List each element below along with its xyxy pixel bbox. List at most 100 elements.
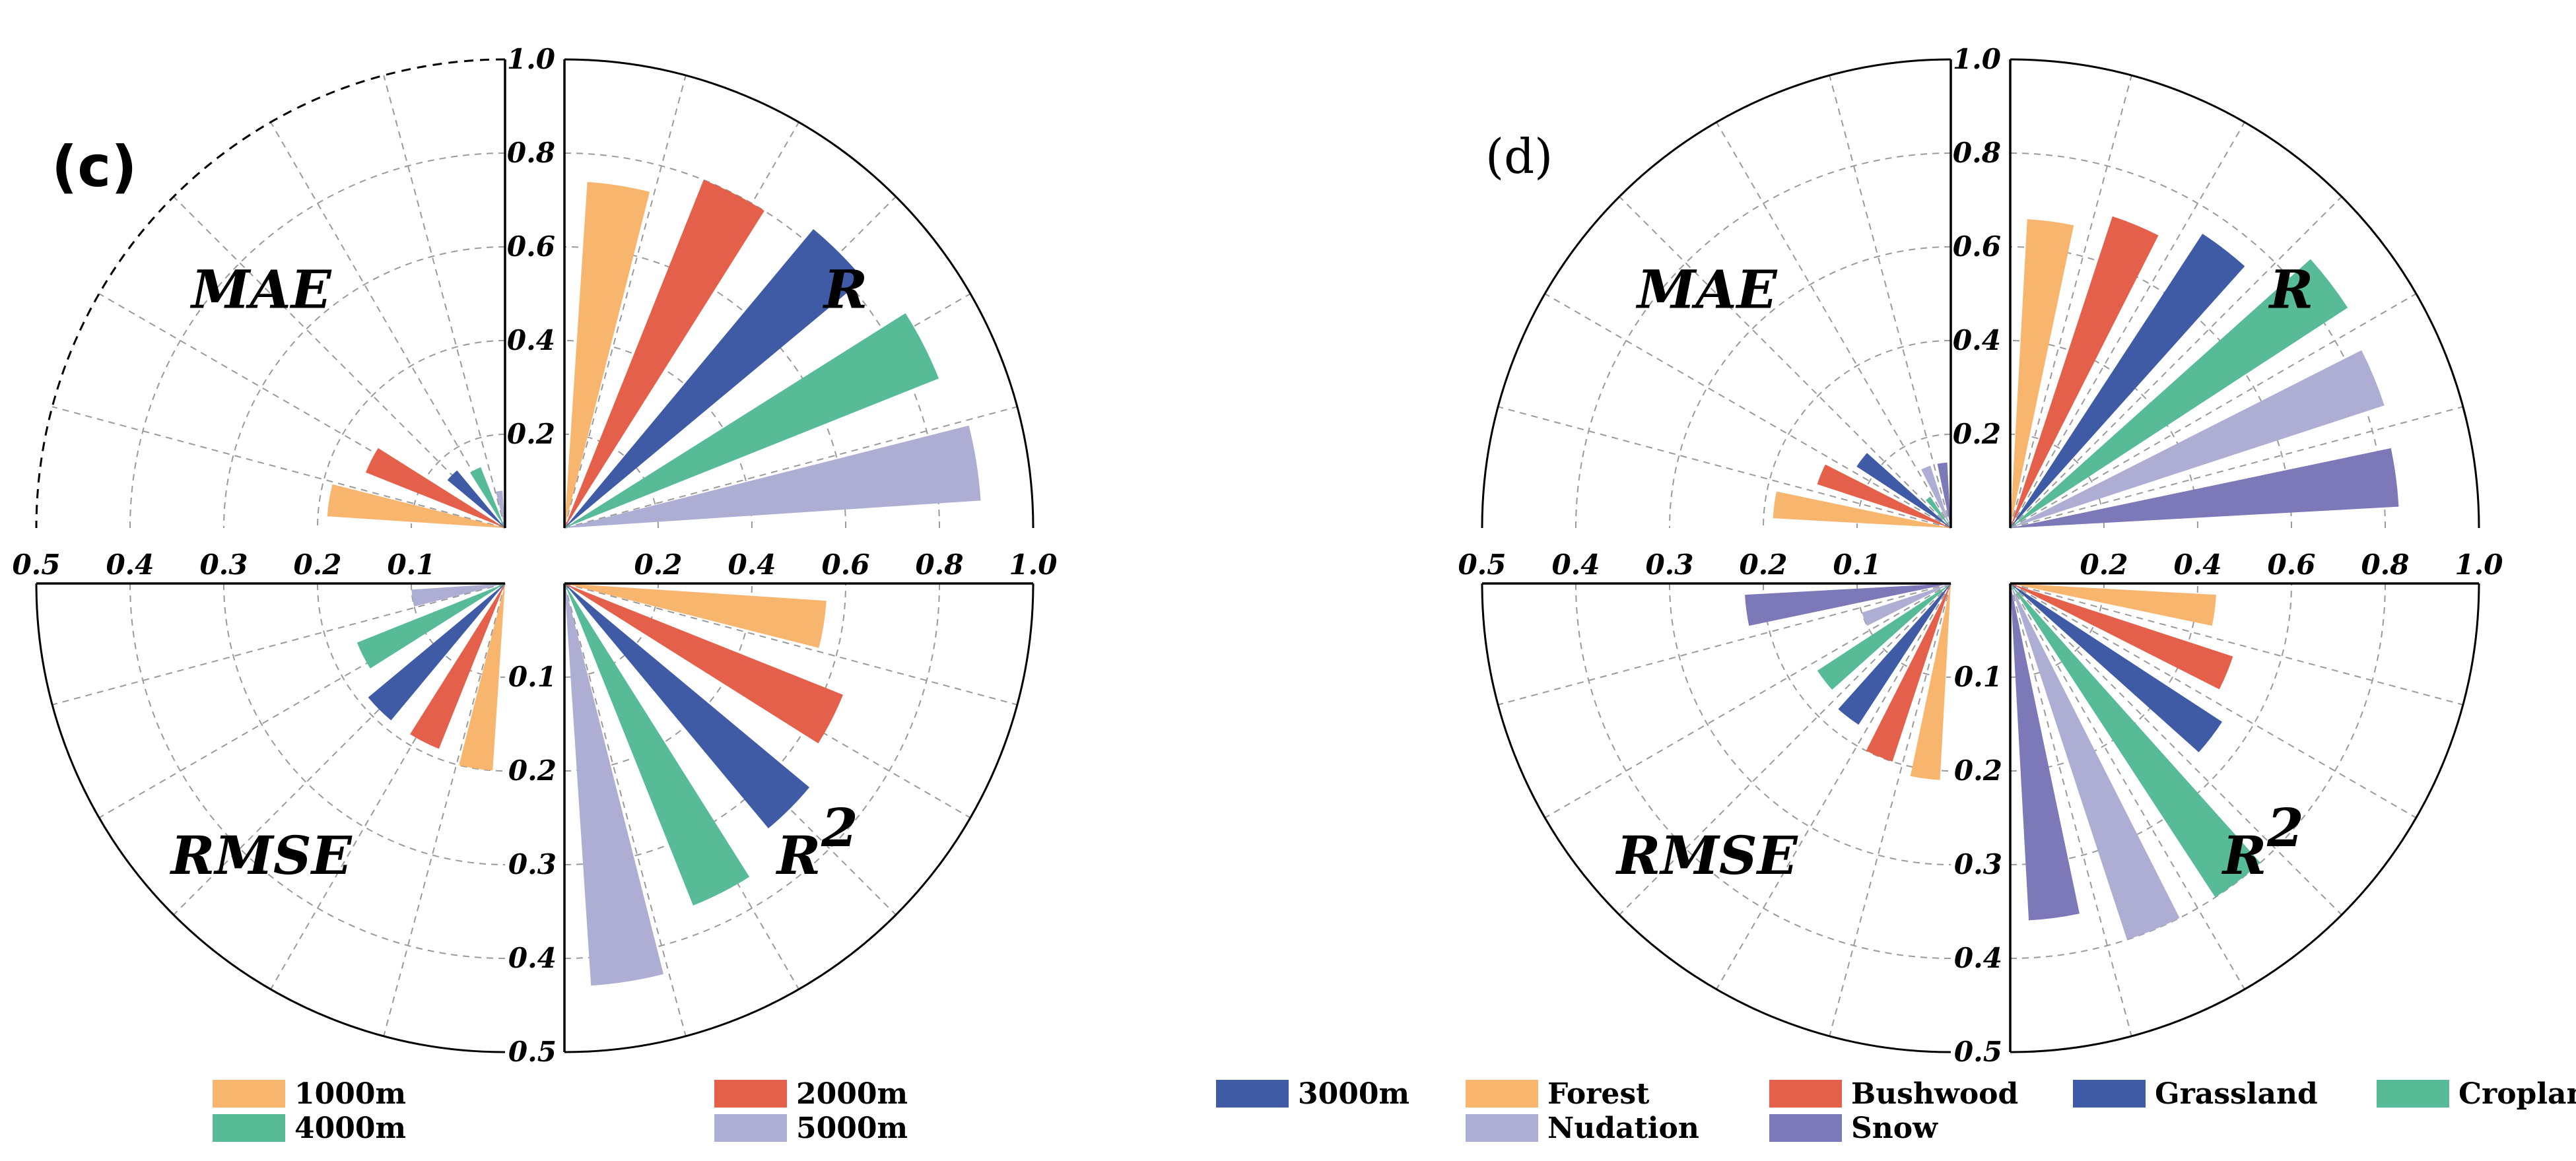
tick-mae-horizontal: 0.1: [387, 548, 435, 581]
panel-d-polar-chart: 0.2 0.4 0.6 0.8 1.0 0.2 0.4 0.6 0.8 1.0 0.1 0.2 0.3 0…: [1458, 43, 2576, 1145]
bar-r-2000m: [564, 180, 764, 528]
tick-r-vertical: 0.6: [1953, 230, 2001, 263]
panel-label: (c): [51, 134, 137, 200]
bar-mae-snow: [1937, 462, 1951, 528]
bar-r-4000m: [564, 313, 939, 528]
bar-r2-4000m: [564, 583, 750, 906]
grid-arc: [2010, 434, 2105, 529]
bar-mae-3000m: [447, 470, 505, 528]
outer-arc: [1481, 583, 1951, 1053]
grid-spoke: [1619, 196, 1951, 529]
legend-swatch-5000m: [714, 1114, 787, 1142]
tick-mae-horizontal: 0.5: [12, 548, 60, 581]
legend-swatch-cropland: [2377, 1080, 2449, 1108]
bars: [1745, 216, 2399, 940]
bar-rmse-cropland: [1817, 583, 1951, 690]
bar-r-3000m: [564, 229, 864, 528]
outer-arc: [35, 58, 506, 529]
bar-r-forest: [2010, 219, 2074, 528]
tick-r2-vertical: 0.1: [1954, 661, 2002, 693]
grid-arc: [1856, 434, 1951, 529]
outer-arc: [2010, 58, 2480, 529]
bar-mae-1000m: [327, 484, 505, 528]
bar-r2-5000m: [564, 583, 663, 986]
axes: [36, 59, 1033, 1052]
tick-r-horizontal: 0.8: [915, 548, 963, 581]
bar-rmse-1000m: [459, 583, 505, 771]
legend-swatch-forest: [1466, 1080, 1538, 1108]
tick-r-horizontal: 0.4: [2173, 548, 2221, 581]
tick-r-horizontal: 0.2: [634, 548, 682, 581]
tick-mae-horizontal: 0.1: [1833, 548, 1881, 581]
metric-label-r2-superscript: 2: [2266, 797, 2304, 859]
bar-mae-bushwood: [1817, 464, 1951, 528]
polar-grid: [35, 58, 1034, 1053]
legend-label-2000m: 2000m: [796, 1077, 908, 1111]
legend-label-cropland: Cropland: [2458, 1077, 2576, 1111]
bar-r-snow: [2010, 448, 2399, 528]
tick-r-horizontal: 0.6: [2267, 548, 2315, 581]
grid-arc: [129, 152, 506, 529]
bar-r2-bushwood: [2010, 583, 2233, 690]
legend-swatch-1000m: [213, 1080, 285, 1108]
bar-mae-forest: [1773, 491, 1951, 528]
bar-rmse-nudation: [1862, 583, 1951, 626]
grid-spoke: [1716, 121, 1951, 529]
bar-mae-4000m: [470, 467, 505, 528]
bar-r2-2000m: [564, 583, 843, 744]
tick-r-horizontal: 1.0: [1009, 548, 1057, 581]
bar-rmse-2000m: [410, 583, 505, 749]
grid-arc: [2010, 340, 2198, 529]
tick-r-vertical: 0.8: [1953, 137, 2001, 169]
tick-r-vertical: 0.2: [507, 418, 555, 450]
tick-r-horizontal: 0.6: [821, 548, 869, 581]
outer-arc: [35, 583, 506, 1053]
tick-r2-vertical: 0.2: [1954, 754, 2002, 787]
legend-label-3000m: 3000m: [1298, 1077, 1409, 1111]
tick-r2-vertical: 0.2: [508, 754, 557, 787]
grid-arc: [1856, 583, 1951, 678]
bar-r2-snow: [2010, 583, 2080, 921]
tick-r-horizontal: 0.2: [2080, 548, 2128, 581]
grid-spoke: [1716, 583, 1951, 990]
panel-c-polar-chart: 0.2 0.4 0.6 0.8 1.0 0.2 0.4 0.6 0.8 1.0 0.1 0.2 0.3 0…: [12, 43, 1409, 1145]
metric-label-rmse: RMSE: [1615, 824, 1798, 886]
bar-rmse-5000m: [411, 583, 505, 607]
bar-r-bushwood: [2010, 216, 2159, 528]
bar-rmse-bushwood: [1866, 583, 1951, 762]
outer-arc: [564, 58, 1034, 529]
tick-mae-horizontal: 0.4: [1551, 548, 1600, 581]
metric-label-mae: MAE: [189, 258, 332, 320]
metric-label-r: R: [2268, 258, 2313, 320]
legend-label-forest: Forest: [1547, 1077, 1650, 1111]
grid-arc: [1575, 152, 1951, 529]
grid-arc: [317, 340, 506, 529]
legend-label-grassland: Grassland: [2155, 1077, 2318, 1111]
grid-arc: [411, 434, 506, 529]
legend: 1000m 2000m 3000m 4000m 5000m: [213, 1077, 1409, 1145]
grid-spoke: [1829, 75, 1951, 529]
tick-mae-horizontal: 0.5: [1458, 548, 1506, 581]
legend-swatch-grassland: [2073, 1080, 2146, 1108]
legend-label-bushwood: Bushwood: [1851, 1077, 2018, 1111]
legend: Forest Bushwood Grassland Cropland Nudation S…: [1466, 1077, 2576, 1145]
bar-r2-1000m: [564, 583, 827, 648]
grid-arc: [1763, 340, 1951, 529]
legend-label-4000m: 4000m: [294, 1111, 406, 1145]
bar-mae-cropland: [1926, 496, 1951, 528]
outer-arc: [564, 583, 1034, 1053]
bar-r-grassland: [2010, 234, 2245, 528]
grid-arc: [1763, 583, 1951, 772]
bar-r-nudation: [2010, 350, 2385, 528]
metric-label-r: R: [823, 258, 867, 320]
bar-rmse-grassland: [1838, 583, 1951, 725]
bars: [327, 180, 981, 986]
legend-label-snow: Snow: [1851, 1111, 1938, 1145]
tick-r2-vertical: 0.5: [508, 1036, 557, 1068]
grid-arc: [2010, 583, 2386, 959]
panel-label: (d): [1485, 129, 1553, 184]
metric-label-rmse: RMSE: [170, 824, 353, 886]
